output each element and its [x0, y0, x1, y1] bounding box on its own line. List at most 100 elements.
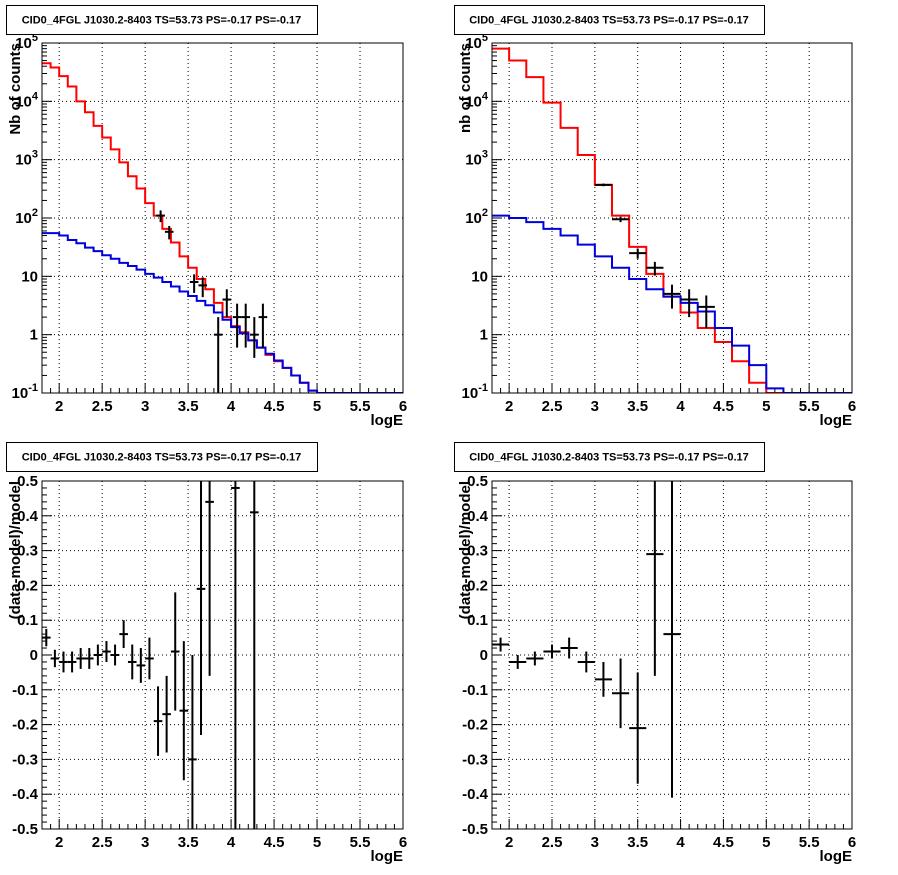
data-point — [250, 317, 259, 358]
y-tick-label: 105 — [15, 32, 38, 52]
x-tick-label: 4.5 — [264, 398, 285, 415]
data-point — [697, 295, 715, 329]
data-point — [42, 628, 51, 647]
chart-title-box: CID0_4FGL J1030.2-8403 TS=53.73 PS=-0.17… — [6, 5, 318, 35]
x-tick-label: 5 — [313, 398, 321, 415]
chart-title: CID0_4FGL J1030.2-8403 TS=53.73 PS=-0.17… — [469, 15, 749, 27]
data-point — [93, 644, 103, 666]
data-point — [594, 183, 612, 187]
y-tick-label: -0.5 — [462, 821, 488, 838]
x-tick-label: 4 — [227, 398, 236, 415]
y-tick-label: -0.3 — [462, 751, 488, 768]
data-point — [258, 303, 268, 348]
model-background-step-line — [42, 232, 403, 393]
x-axis-label: logE — [371, 848, 404, 865]
x-axis-label: logE — [820, 412, 853, 429]
x-tick-label: 3.5 — [627, 834, 648, 851]
x-tick-label: 4.5 — [713, 398, 734, 415]
data-point — [526, 651, 544, 666]
y-tick-label: 104 — [465, 90, 489, 110]
chart-title: CID0_4FGL J1030.2-8403 TS=53.73 PS=-0.17… — [469, 452, 749, 464]
plot-frame — [41, 42, 404, 394]
data-layer — [492, 481, 681, 798]
data-point — [577, 651, 595, 673]
x-tick-label: 2.5 — [542, 398, 563, 415]
grid-lines — [492, 43, 852, 393]
y-tick-label: 104 — [15, 90, 39, 110]
data-point — [663, 481, 681, 798]
x-tick-label: 5 — [762, 398, 770, 415]
y-tick-label: 0.1 — [467, 612, 488, 629]
data-point — [170, 592, 180, 711]
chart-title-box: CID0_4FGL J1030.2-8403 TS=53.73 PS=-0.17… — [454, 5, 765, 35]
data-point — [145, 637, 154, 680]
data-point — [232, 303, 242, 348]
x-axis-label: logE — [371, 412, 404, 429]
x-tick-label: 6 — [399, 834, 407, 851]
model-total-step-line — [492, 47, 852, 393]
data-point — [543, 644, 561, 659]
y-tick-label: 0 — [480, 647, 488, 664]
y-axis-label: Nb of counts — [7, 43, 24, 135]
x-tick-label: 3.5 — [178, 834, 199, 851]
data-point — [612, 216, 630, 223]
y-tick-label: 0.5 — [467, 473, 488, 490]
data-layer — [42, 62, 403, 393]
chart-title: CID0_4FGL J1030.2-8403 TS=53.73 PS=-0.17… — [22, 452, 302, 464]
y-tick-label: 1 — [30, 327, 38, 344]
data-point — [646, 481, 664, 676]
y-tick-label: 0.1 — [17, 612, 38, 629]
x-tick-label: 5 — [762, 834, 770, 851]
data-point — [560, 637, 578, 659]
data-point — [162, 675, 171, 753]
y-tick-label: -0.1 — [462, 682, 488, 699]
y-tick-label: 103 — [15, 149, 38, 169]
data-point — [492, 637, 510, 652]
plot-frame — [491, 480, 853, 830]
x-tick-label: 5.5 — [350, 398, 371, 415]
chart-title: CID0_4FGL J1030.2-8403 TS=53.73 PS=-0.17… — [22, 15, 302, 27]
data-point — [646, 261, 664, 276]
data-point — [67, 651, 77, 673]
x-tick-label: 3 — [591, 398, 599, 415]
title-box-border — [454, 442, 765, 472]
x-tick-label: 4.5 — [713, 834, 734, 851]
data-point — [231, 481, 240, 829]
x-tick-label: 3.5 — [178, 398, 199, 415]
x-tick-label: 2 — [55, 834, 63, 851]
y-tick-label: 105 — [465, 32, 488, 52]
data-point — [127, 644, 137, 680]
x-tick-label: 5.5 — [799, 834, 820, 851]
chart-title-box: CID0_4FGL J1030.2-8403 TS=53.73 PS=-0.17… — [6, 442, 318, 472]
data-point — [119, 620, 128, 649]
y-tick-label: -0.4 — [12, 786, 39, 803]
y-tick-label: -0.2 — [462, 717, 488, 734]
y-tick-label: 103 — [465, 149, 488, 169]
y-tick-label: -0.1 — [12, 682, 38, 699]
x-tick-label: 2 — [55, 398, 63, 415]
x-tick-label: 2.5 — [92, 398, 113, 415]
x-tick-label: 6 — [848, 398, 856, 415]
y-tick-label: 0.2 — [467, 577, 488, 594]
plot-frame — [41, 480, 404, 830]
data-point — [629, 248, 647, 259]
y-tick-label: 0.2 — [17, 577, 38, 594]
x-tick-label: 3 — [141, 834, 149, 851]
plot-panel-3: 2 2.5 3 3.5 4 4.5 5 5.5 6 -0.5 -0.4 -0.3 -0.2 -0.1 0 0.… — [6, 442, 407, 865]
y-axis-label: (data-model)/model — [7, 481, 24, 619]
data-point — [198, 277, 208, 298]
plot-panel-2: 2 2.5 3 3.5 4 4.5 5 5.5 6 10-1 1 10 102 103 104 105 logE… — [454, 5, 856, 429]
y-tick-label: 102 — [465, 207, 488, 227]
x-tick-label: 2.5 — [542, 834, 563, 851]
data-point — [250, 481, 259, 829]
model-background-step-line — [492, 214, 852, 393]
title-box-border — [6, 442, 318, 472]
plot-frame — [491, 42, 853, 394]
y-tick-label: -0.4 — [462, 786, 489, 803]
plot-panel-1: 2 2.5 3 3.5 4 4.5 5 5.5 6 10-1 1 10 102 103 104 105 logE… — [6, 5, 407, 429]
x-tick-label: 4.5 — [264, 834, 285, 851]
data-point — [110, 644, 120, 666]
data-point — [136, 648, 146, 683]
data-point — [213, 317, 223, 393]
